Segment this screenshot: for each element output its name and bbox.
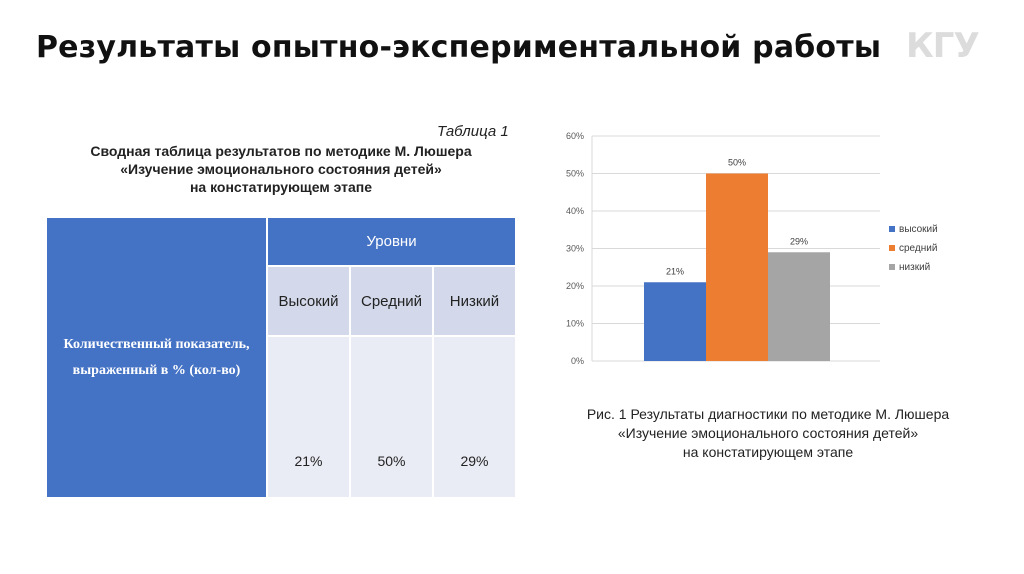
results-table: Количественный показатель, выраженный в …	[47, 218, 515, 497]
levels-header-cell: Уровни	[268, 218, 515, 265]
data-label: 21%	[666, 266, 684, 276]
y-tick-label: 0%	[571, 356, 584, 366]
levels-header-text: Уровни	[366, 233, 417, 250]
legend-label: средний	[899, 243, 937, 254]
logo: КГУ	[906, 26, 980, 66]
value-cell-low: 29%	[434, 337, 515, 497]
y-tick-label: 20%	[566, 281, 584, 291]
data-label: 29%	[790, 236, 808, 246]
bar-низкий	[768, 252, 830, 361]
y-tick-label: 60%	[566, 131, 584, 141]
legend-label: высокий	[899, 224, 938, 235]
legend-swatch	[889, 264, 895, 270]
column-header-text: Высокий	[278, 292, 339, 310]
value-text: 50%	[377, 453, 406, 469]
legend-swatch	[889, 245, 895, 251]
value-text: 21%	[294, 453, 323, 469]
row-header-cell: Количественный показатель, выраженный в …	[47, 218, 266, 497]
figure-caption: Рис. 1 Результаты диагностики по методик…	[552, 405, 984, 462]
legend-label: низкий	[899, 262, 930, 273]
y-tick-label: 30%	[566, 244, 584, 254]
table-label: Таблица 1	[437, 123, 509, 140]
bar-средний	[706, 173, 768, 361]
table-heading-line: «Изучение эмоционального состояния детей…	[120, 161, 442, 177]
column-header-text: Средний	[361, 292, 422, 310]
column-header-high: Высокий	[268, 267, 349, 335]
y-tick-label: 50%	[566, 169, 584, 179]
table-heading-line: Сводная таблица результатов по методике …	[90, 143, 472, 159]
y-tick-label: 10%	[566, 319, 584, 329]
results-bar-chart: 0% 10% 20% 30% 40% 50% 60% 21% 50% 29% высокий сред…	[566, 131, 938, 366]
bar-высокий	[644, 282, 706, 361]
value-cell-medium: 50%	[351, 337, 432, 497]
value-text: 29%	[460, 453, 489, 469]
table-heading: Сводная таблица результатов по методике …	[48, 142, 514, 196]
column-header-medium: Средний	[351, 267, 432, 335]
legend-swatch	[889, 226, 895, 232]
y-tick-label: 40%	[566, 206, 584, 216]
table-heading-line: на констатирующем этапе	[189, 179, 373, 195]
value-cell-high: 21%	[268, 337, 349, 497]
column-header-low: Низкий	[434, 267, 515, 335]
caption-line: Рис. 1 Результаты диагностики по методик…	[586, 406, 950, 422]
data-label: 50%	[728, 158, 746, 168]
column-header-text: Низкий	[449, 292, 500, 310]
row-header-text: Количественный показатель, выраженный в …	[63, 336, 250, 378]
caption-line: на констатирующем этапе	[682, 444, 854, 460]
slide-title: Результаты опытно-экспериментальной рабо…	[36, 30, 882, 65]
caption-line: «Изучение эмоционального состояния детей…	[617, 425, 919, 441]
